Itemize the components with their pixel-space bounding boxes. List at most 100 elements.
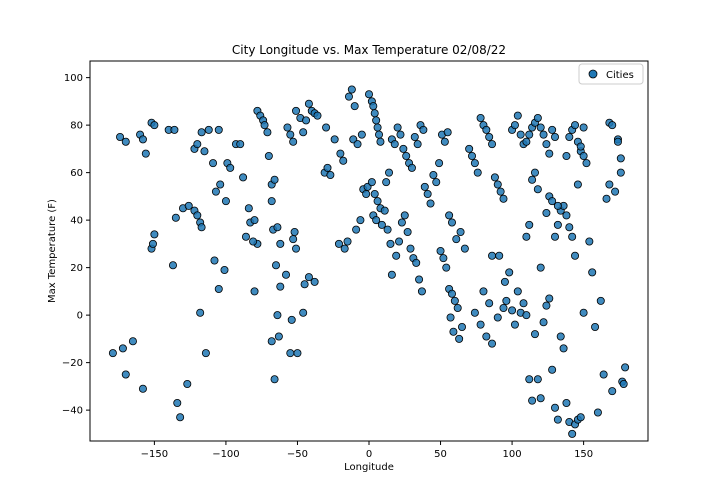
data-point bbox=[488, 140, 497, 149]
data-point bbox=[170, 125, 179, 134]
data-point bbox=[214, 284, 223, 293]
y-tick-label: 80 bbox=[70, 121, 83, 132]
data-point bbox=[479, 287, 488, 296]
data-point bbox=[250, 287, 259, 296]
data-point bbox=[456, 227, 465, 236]
data-point bbox=[525, 130, 534, 139]
data-point bbox=[551, 232, 560, 241]
legend-label: Cities bbox=[606, 70, 634, 81]
data-point bbox=[551, 132, 560, 141]
data-point bbox=[400, 211, 409, 220]
y-tick-label: −20 bbox=[62, 358, 83, 369]
data-point bbox=[415, 275, 424, 284]
data-point bbox=[390, 140, 399, 149]
data-point bbox=[121, 370, 130, 379]
data-point bbox=[292, 244, 301, 253]
data-point bbox=[399, 144, 408, 153]
data-point bbox=[197, 128, 206, 137]
data-point bbox=[150, 230, 159, 239]
data-point bbox=[453, 303, 462, 312]
data-point bbox=[271, 261, 280, 270]
data-point bbox=[485, 132, 494, 141]
data-point bbox=[602, 194, 611, 203]
data-point bbox=[362, 189, 371, 198]
data-point bbox=[367, 178, 376, 187]
y-tick-label: 60 bbox=[70, 168, 83, 179]
data-point bbox=[239, 173, 248, 182]
data-point bbox=[613, 137, 622, 146]
data-point bbox=[168, 261, 177, 270]
data-point bbox=[292, 106, 301, 115]
x-tick-label: −100 bbox=[212, 449, 239, 460]
data-point bbox=[289, 235, 298, 244]
data-point bbox=[499, 194, 508, 203]
data-point bbox=[334, 239, 343, 248]
data-point bbox=[442, 263, 451, 272]
data-point bbox=[376, 137, 385, 146]
data-point bbox=[249, 237, 258, 246]
data-point bbox=[392, 251, 401, 260]
data-point bbox=[548, 365, 557, 374]
data-point bbox=[250, 216, 259, 225]
y-tick-label: 0 bbox=[77, 311, 83, 322]
data-point bbox=[435, 159, 444, 168]
data-point bbox=[263, 128, 272, 137]
data-point bbox=[536, 394, 545, 403]
data-point bbox=[510, 320, 519, 329]
data-point bbox=[553, 415, 562, 424]
data-point bbox=[553, 201, 562, 210]
data-point bbox=[530, 330, 539, 339]
data-point bbox=[403, 227, 412, 236]
data-point bbox=[343, 237, 352, 246]
data-point bbox=[465, 144, 474, 153]
data-point bbox=[470, 308, 479, 317]
data-point bbox=[611, 187, 620, 196]
legend-box bbox=[578, 63, 644, 85]
data-point bbox=[267, 337, 276, 346]
data-point bbox=[220, 265, 229, 274]
data-point bbox=[450, 296, 459, 305]
data-point bbox=[410, 132, 419, 141]
data-point bbox=[282, 270, 291, 279]
data-point bbox=[372, 116, 381, 125]
data-point bbox=[286, 349, 295, 358]
data-point bbox=[436, 246, 445, 255]
data-point bbox=[576, 142, 585, 151]
data-point bbox=[488, 339, 497, 348]
chart-title: City Longitude vs. Max Temperature 02/08… bbox=[232, 43, 506, 57]
data-point bbox=[372, 216, 381, 225]
data-point bbox=[290, 227, 299, 236]
data-point bbox=[370, 189, 379, 198]
data-point bbox=[579, 123, 588, 132]
data-point bbox=[500, 277, 509, 286]
data-point bbox=[382, 178, 391, 187]
data-point bbox=[141, 149, 150, 158]
data-point bbox=[439, 254, 448, 263]
data-point bbox=[539, 318, 548, 327]
data-point bbox=[211, 187, 220, 196]
data-point bbox=[470, 159, 479, 168]
legend-marker bbox=[588, 69, 598, 79]
data-point bbox=[267, 197, 276, 206]
data-point bbox=[522, 137, 531, 146]
data-point bbox=[260, 121, 269, 130]
x-tick-label: 50 bbox=[434, 449, 447, 460]
data-point bbox=[340, 244, 349, 253]
data-point bbox=[128, 337, 137, 346]
data-point bbox=[336, 149, 345, 158]
data-point bbox=[565, 132, 574, 141]
data-point bbox=[121, 137, 130, 146]
data-point bbox=[369, 102, 378, 111]
data-point bbox=[533, 375, 542, 384]
data-point bbox=[473, 168, 482, 177]
data-point bbox=[571, 251, 580, 260]
data-point bbox=[568, 429, 577, 438]
data-point bbox=[553, 220, 562, 229]
data-point bbox=[522, 232, 531, 241]
data-point bbox=[432, 178, 441, 187]
data-point bbox=[468, 151, 477, 160]
data-point bbox=[605, 180, 614, 189]
data-point bbox=[528, 396, 537, 405]
data-point bbox=[364, 90, 373, 99]
